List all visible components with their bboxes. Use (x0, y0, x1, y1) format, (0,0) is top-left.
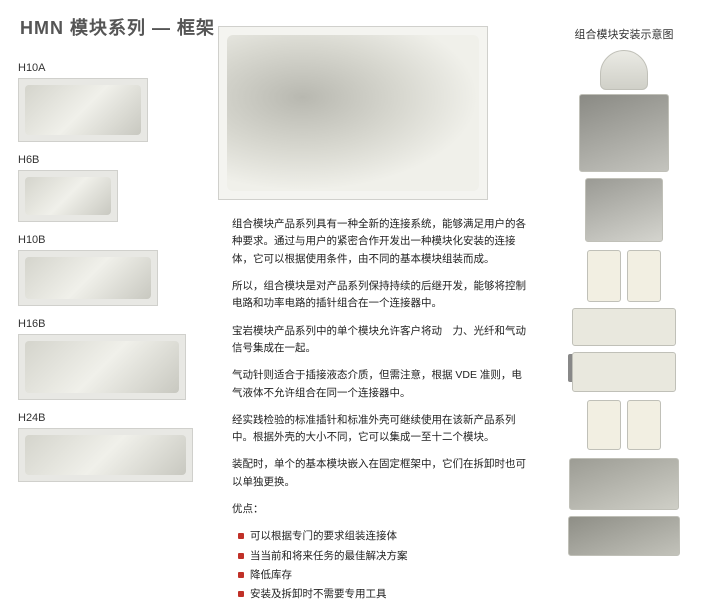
diagram-part-module-d (627, 400, 661, 450)
advantages-list: 可以根据专门的要求组装连接体 当当前和将来任务的最佳解决方案 降低库存 安装及拆… (232, 528, 528, 603)
product-image-h24b (18, 428, 193, 482)
page-title: HMN 模块系列 — 框架 (20, 14, 215, 40)
diagram-part-base (568, 516, 680, 556)
product-item: H24B (18, 412, 198, 482)
left-product-list: H10A H6B H10B H16B H24B (18, 62, 198, 494)
product-image-h10a (18, 78, 148, 142)
assembly-diagram-column: 组合模块安装示意图 (560, 26, 688, 558)
hero-image (218, 26, 488, 200)
advantages-title: 优点： (232, 501, 528, 518)
diagram-part-module-b (627, 250, 661, 302)
product-item: H6B (18, 154, 198, 222)
advantage-item: 当当前和将来任务的最佳解决方案 (236, 548, 528, 565)
paragraph: 所以，组合模块是对产品系列保持持续的后继开发，能够将控制电路和功率电路的插针组合… (232, 278, 528, 313)
paragraph: 经实践检验的标准插针和标准外壳可继续使用在该新产品系列中。根据外壳的大小不同，它… (232, 412, 528, 447)
paragraph: 装配时，单个的基本模块嵌入在固定框架中，它们在拆卸时也可以单独更换。 (232, 456, 528, 491)
diagram-title: 组合模块安装示意图 (560, 26, 688, 42)
diagram-part-module-c (587, 400, 621, 450)
advantage-item: 安装及拆卸时不需要专用工具 (236, 586, 528, 603)
paragraph: 宝岩模块产品系列中的单个模块允许客户将动 力、光纤和气动信号集成在一起。 (232, 323, 528, 358)
diagram-part-hood (579, 94, 669, 172)
advantage-item: 降低库存 (236, 567, 528, 584)
diagram-part-cable-gland (600, 50, 648, 90)
diagram-part-module-a (587, 250, 621, 302)
product-image-h16b (18, 334, 186, 400)
product-label: H6B (18, 154, 198, 166)
product-image-h6b (18, 170, 118, 222)
assembly-diagram (560, 50, 688, 558)
advantage-item: 可以根据专门的要求组装连接体 (236, 528, 528, 545)
product-label: H10B (18, 234, 198, 246)
description-block: 组合模块产品系列具有一种全新的连接系统，能够满足用户的各种要求。通过与用户的紧密… (232, 216, 528, 606)
diagram-part-frame-top (572, 308, 676, 346)
product-image-h10b (18, 250, 158, 306)
product-label: H16B (18, 318, 198, 330)
product-item: H10B (18, 234, 198, 306)
product-label: H24B (18, 412, 198, 424)
paragraph: 气动针则适合于插接液态介质，但需注意，根据 VDE 准则，电气液体不允许组合在同… (232, 367, 528, 402)
product-label: H10A (18, 62, 198, 74)
diagram-part-upper-frame (585, 178, 663, 242)
diagram-part-frame-bottom (572, 352, 676, 392)
diagram-part-lower-frame (569, 458, 679, 510)
paragraph: 组合模块产品系列具有一种全新的连接系统，能够满足用户的各种要求。通过与用户的紧密… (232, 216, 528, 268)
product-item: H16B (18, 318, 198, 400)
product-item: H10A (18, 62, 198, 142)
